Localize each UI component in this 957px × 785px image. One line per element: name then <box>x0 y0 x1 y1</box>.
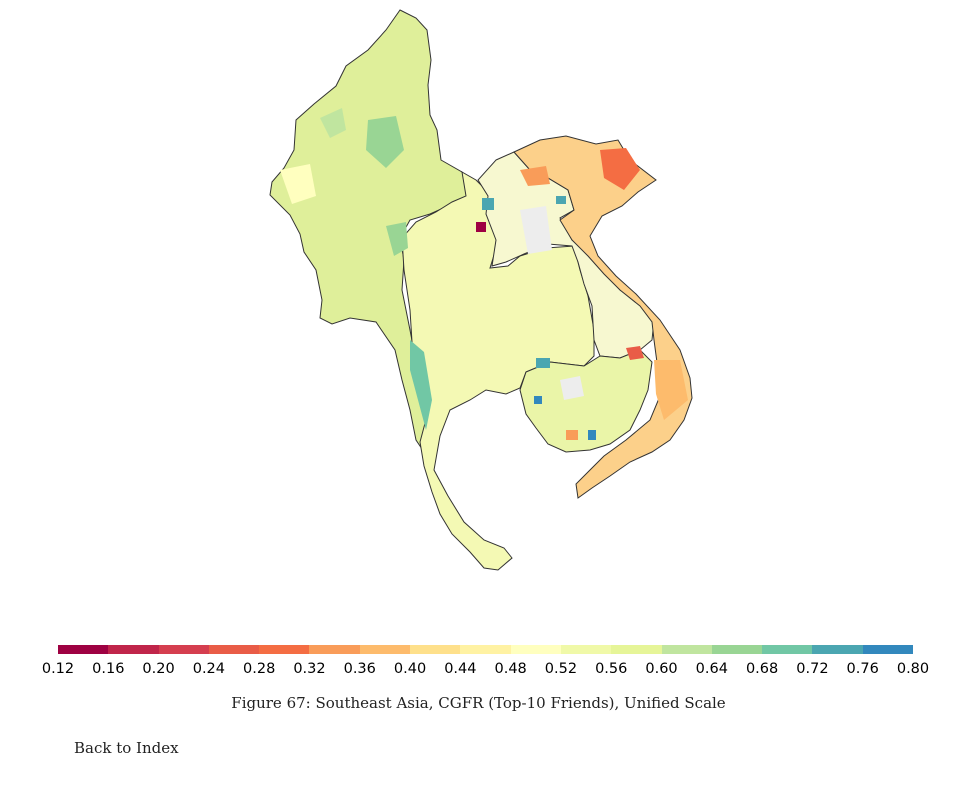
colorbar-swatch <box>108 645 159 654</box>
colorbar-tick-label: 0.60 <box>645 661 678 677</box>
colorbar-tick-label: 0.24 <box>192 661 226 677</box>
colorbar-swatch <box>812 645 863 654</box>
colorbar-tick-label: 0.20 <box>142 661 175 677</box>
colorbar-swatch <box>58 645 109 654</box>
colorbar-swatch <box>158 645 209 654</box>
colorbar-swatch <box>359 645 411 654</box>
colorbar-tick-label: 0.64 <box>695 661 728 677</box>
colorbar-swatch <box>259 645 310 654</box>
colorbar-swatch <box>208 645 260 654</box>
colorbar-swatch <box>862 645 914 654</box>
region-vietnam <box>513 135 693 499</box>
colorbar-tick-label: 0.72 <box>796 661 829 677</box>
colorbar-tick-label: 0.36 <box>343 661 376 677</box>
district-patch <box>600 148 640 190</box>
colorbar-tick-label: 0.68 <box>745 661 779 677</box>
colorbar-swatch <box>410 645 461 654</box>
colorbar-swatch <box>711 645 763 654</box>
district-patch <box>534 396 542 404</box>
colorbar-swatch <box>460 645 511 654</box>
district-patch <box>560 376 584 400</box>
district-patch <box>520 206 552 254</box>
colorbar-tick-label: 0.76 <box>846 661 879 677</box>
colorbar <box>58 645 914 654</box>
colorbar-swatch <box>611 645 662 654</box>
district-patch <box>320 108 346 138</box>
colorbar-tick-label: 0.48 <box>494 661 527 677</box>
district-patch <box>588 430 596 440</box>
district-patches <box>280 108 688 440</box>
region-myanmar <box>269 9 475 454</box>
district-patch <box>626 346 644 360</box>
colorbar-swatch <box>309 645 360 654</box>
figure-caption: Figure 67: Southeast Asia, CGFR (Top-10 … <box>231 694 726 712</box>
district-patch <box>386 222 408 256</box>
colorbar-swatch <box>510 645 561 654</box>
colorbar-tick-label: 0.56 <box>595 661 628 677</box>
choropleth-map <box>269 9 693 571</box>
back-to-index-link[interactable]: Back to Index <box>74 739 179 757</box>
colorbar-swatch <box>661 645 712 654</box>
district-patch <box>366 116 404 168</box>
colorbar-ticks: 0.12 0.16 0.20 0.24 0.28 0.32 0.36 0.40 0.44 0.48… <box>42 661 929 679</box>
district-patch <box>482 198 494 210</box>
colorbar-tick-label: 0.12 <box>41 661 75 677</box>
region-cambodia <box>519 349 653 453</box>
district-patch <box>556 196 566 204</box>
district-patch <box>536 358 550 368</box>
district-patch <box>280 164 316 204</box>
colorbar-tick-label: 0.44 <box>444 661 477 677</box>
colorbar-tick-label: 0.40 <box>393 661 427 677</box>
colorbar-tick-label: 0.32 <box>293 661 326 677</box>
colorbar-swatch <box>762 645 813 654</box>
colorbar-tick-label: 0.52 <box>544 661 578 677</box>
colorbar-tick-label: 0.28 <box>243 661 276 677</box>
colorbar-tick-label: 0.16 <box>92 661 125 677</box>
district-patch <box>520 166 550 186</box>
district-patch <box>654 360 688 420</box>
district-patch <box>476 222 486 232</box>
district-patch <box>566 430 578 440</box>
colorbar-tick-label: 0.80 <box>896 661 930 677</box>
district-patch <box>410 340 432 430</box>
colorbar-swatch <box>560 645 612 654</box>
